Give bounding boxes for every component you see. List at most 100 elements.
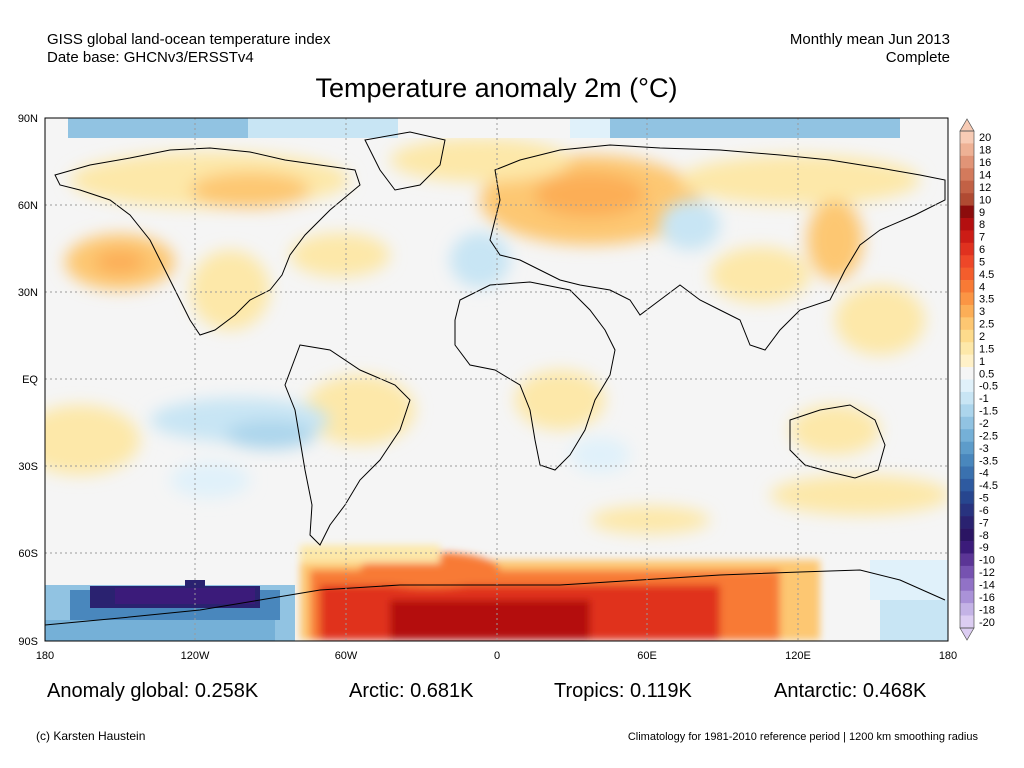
header-left: GISS global land-ocean temperature index…	[47, 31, 331, 67]
colorbar-label: 8	[979, 219, 985, 231]
colorbar-swatch	[960, 478, 974, 492]
warm-patch	[390, 138, 570, 182]
colorbar-swatch	[960, 131, 974, 144]
colorbar-label: -12	[979, 567, 995, 579]
antarctic-cool	[45, 560, 948, 641]
arctic-cool-band	[400, 118, 570, 138]
colorbar-label: 12	[979, 182, 991, 194]
colorbar-swatch	[960, 205, 974, 219]
warm-patch	[515, 370, 605, 430]
lat-tick-label: 60S	[18, 548, 38, 560]
colorbar-label: -1.5	[979, 406, 998, 418]
colorbar-label: 7	[979, 232, 985, 244]
lon-tick-label: 180	[939, 650, 957, 662]
header-right: Monthly mean Jun 2013 Complete	[790, 31, 950, 67]
colorbar-swatch	[960, 143, 974, 157]
colorbar-swatch	[960, 155, 974, 169]
colorbar-label: -20	[979, 617, 995, 629]
colorbar-swatch	[960, 168, 974, 181]
warm-patch	[590, 506, 710, 534]
colorbar-label: 16	[979, 157, 991, 169]
stat-global: Anomaly global: 0.258K	[47, 680, 259, 702]
anomaly-field	[45, 118, 948, 641]
colorbar-label: -6	[979, 505, 989, 517]
colorbar-label: -7	[979, 517, 989, 529]
lon-tick-label: 120E	[785, 650, 811, 662]
lat-tick-label: 60N	[18, 200, 38, 212]
warm-patch	[710, 247, 810, 303]
warm-patch	[95, 250, 145, 274]
colorbar-swatch	[960, 230, 974, 244]
graticule	[45, 118, 948, 641]
colorbar-swatch	[960, 516, 974, 529]
colorbar-label: 3.5	[979, 294, 994, 306]
cool-patch	[570, 437, 630, 473]
climatology-note: Climatology for 1981-2010 reference peri…	[627, 731, 978, 743]
africa-coast	[454, 281, 616, 471]
australia-coast	[789, 404, 886, 479]
colorbar-label: 4	[979, 281, 985, 293]
colorbar: 201816141210987654.543.532.521.510.5-0.5…	[959, 118, 998, 641]
colorbar-label: 5	[979, 256, 985, 268]
antarctic-cool-layer	[115, 588, 255, 604]
colorbar-swatch	[960, 404, 974, 418]
colorbar-swatch	[960, 280, 974, 293]
colorbar-label: -2	[979, 418, 989, 430]
stat-arctic: Arctic: 0.681K	[349, 680, 474, 702]
coastlines	[45, 131, 946, 626]
antarctic-cool-layer	[45, 620, 275, 641]
colorbar-label: 2	[979, 331, 985, 343]
colorbar-swatch	[960, 193, 974, 206]
warm-patch	[190, 172, 310, 208]
arctic-cool-band	[610, 118, 900, 138]
south-america-coast	[284, 344, 411, 546]
colorbar-label: 2.5	[979, 319, 994, 331]
warm-patch	[535, 173, 645, 217]
colorbar-swatch	[960, 242, 974, 256]
colorbar-swatch	[960, 466, 974, 480]
colorbar-swatch	[960, 292, 974, 306]
warm-patch	[305, 375, 415, 445]
map-title: Temperature anomaly 2m (°C)	[315, 73, 678, 103]
arctic-cool-band	[68, 118, 248, 138]
colorbar-max-arrow	[959, 118, 975, 132]
colorbar-swatch	[960, 441, 974, 455]
colorbar-label: -10	[979, 555, 995, 567]
colorbar-swatch	[960, 565, 974, 579]
colorbar-label: -3	[979, 443, 989, 455]
colorbar-swatch	[960, 603, 974, 616]
colorbar-label: -14	[979, 580, 995, 592]
dataset-title: GISS global land-ocean temperature index	[47, 31, 331, 48]
colorbar-label: -9	[979, 542, 989, 554]
lat-tick-label: 90S	[18, 636, 38, 648]
colorbar-label: 20	[979, 132, 991, 144]
colorbar-swatch	[960, 367, 974, 380]
colorbar-swatch	[960, 267, 974, 281]
data-base-label: Date base: GHCNv3/ERSSTv4	[47, 49, 254, 66]
lat-axis: 90N 60N 30N EQ 30S 60S 90S	[18, 113, 39, 648]
colorbar-label: -4.5	[979, 480, 998, 492]
antarctic-cool-layer	[870, 560, 948, 600]
colorbar-label: 18	[979, 145, 991, 157]
colorbar-label: -0.5	[979, 381, 998, 393]
colorbar-label: -8	[979, 530, 989, 542]
colorbar-swatch	[960, 503, 974, 517]
colorbar-label: 4.5	[979, 269, 994, 281]
colorbar-swatch	[960, 528, 974, 542]
colorbar-label: 10	[979, 194, 991, 206]
antarctic-warm-layer	[390, 600, 590, 640]
colorbar-swatch	[960, 255, 974, 268]
colorbar-frame	[959, 130, 975, 629]
colorbar-label: -5	[979, 493, 989, 505]
colorbar-swatch	[960, 454, 974, 467]
map-frame	[44, 117, 949, 642]
colorbar-label: 1.5	[979, 343, 994, 355]
warm-patch	[45, 405, 140, 475]
colorbar-swatch	[960, 217, 974, 231]
colorbar-label: 0.5	[979, 368, 994, 380]
arctic-cool-band	[570, 118, 610, 138]
cool-patch	[450, 232, 510, 288]
colorbar-swatch	[960, 615, 974, 629]
antarctic-cool-layer	[880, 600, 948, 641]
colorbar-swatch	[960, 578, 974, 592]
